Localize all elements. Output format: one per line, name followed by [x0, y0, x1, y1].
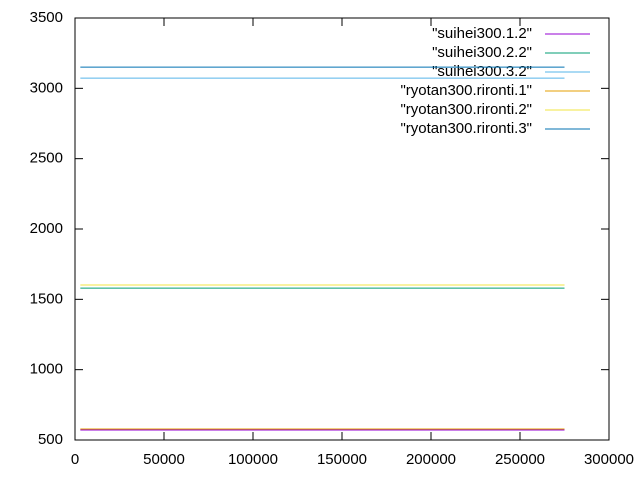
- legend-label: "ryotan300.rironti.3": [400, 120, 532, 137]
- x-tick-label: 0: [71, 451, 79, 468]
- y-tick-label: 3500: [30, 9, 63, 26]
- y-tick-label: 1500: [30, 290, 63, 307]
- x-tick-label: 300000: [584, 451, 634, 468]
- legend-label: "suihei300.3.2": [432, 63, 532, 80]
- x-tick-label: 250000: [495, 451, 545, 468]
- legend-label: "ryotan300.rironti.2": [400, 101, 532, 118]
- y-tick-label: 1000: [30, 361, 63, 378]
- y-tick-label: 2000: [30, 220, 63, 237]
- x-tick-label: 150000: [317, 451, 367, 468]
- legend-label: "ryotan300.rironti.1": [400, 82, 532, 99]
- y-tick-label: 2500: [30, 150, 63, 167]
- x-tick-label: 200000: [406, 451, 456, 468]
- x-tick-label: 50000: [143, 451, 185, 468]
- y-tick-label: 500: [38, 431, 63, 448]
- legend-label: "suihei300.1.2": [432, 25, 532, 42]
- y-tick-label: 3000: [30, 79, 63, 96]
- legend-label: "suihei300.2.2": [432, 44, 532, 61]
- x-tick-label: 100000: [228, 451, 278, 468]
